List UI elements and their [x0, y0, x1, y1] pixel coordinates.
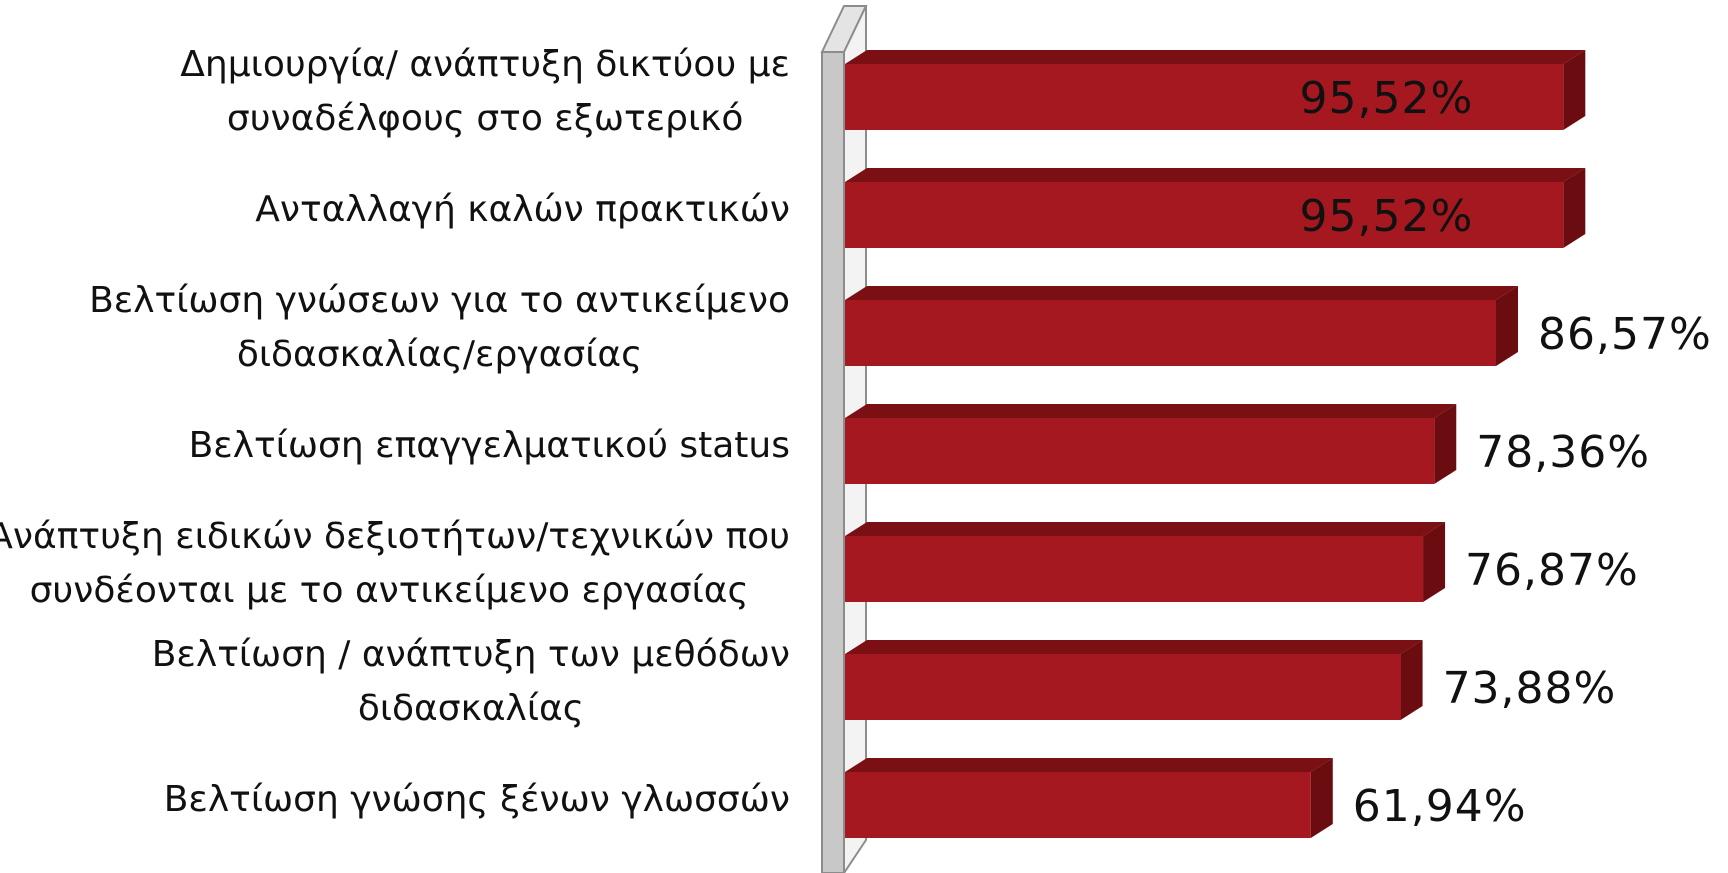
category-label: Ανταλλαγή καλών πρακτικών	[255, 189, 790, 230]
bar-top-face	[845, 404, 1457, 418]
bar-top-face	[845, 640, 1423, 654]
bar-side-face	[1563, 50, 1586, 130]
category-label-line: συναδέλφους στο εξωτερικό	[227, 98, 744, 139]
category-label: Βελτίωση επαγγελματικού status	[189, 425, 790, 466]
bar-1	[845, 50, 1586, 130]
category-label-line: Ανταλλαγή καλών πρακτικών	[255, 189, 790, 230]
bar-top-face	[845, 522, 1446, 536]
category-label: Ανάπτυξη ειδικών δεξιοτήτων/τεχνικών που…	[0, 516, 790, 611]
bar-side-face	[1434, 404, 1457, 484]
category-label-line: συνδέονται με το αντικείμενο εργασίας	[30, 570, 749, 611]
category-label: Βελτίωση γνώσης ξένων γλωσσών	[164, 779, 790, 820]
category-label-line: διδασκαλίας/εργασίας	[237, 334, 642, 375]
bar-top-face	[845, 758, 1333, 772]
bar-front-face	[845, 536, 1424, 602]
value-labels: 95,52% 95,52% 86,57% 78,36% 76,87% 73,88% 61,9…	[1300, 73, 1712, 832]
category-label-line: Βελτίωση / ανάπτυξη των μεθόδων	[152, 634, 790, 675]
value-label: 95,52%	[1300, 191, 1474, 242]
bar-side-face	[1423, 522, 1446, 602]
bar-front-face	[845, 64, 1564, 130]
bar-side-face	[1563, 168, 1586, 248]
bar-side-face	[1496, 286, 1519, 366]
category-label-line: Βελτίωση γνώσεων για το αντικείμενο	[89, 280, 790, 321]
bar-side-face	[1310, 758, 1333, 838]
value-label: 95,52%	[1300, 73, 1474, 124]
bar-5	[845, 522, 1446, 602]
value-label: 61,94%	[1353, 781, 1527, 832]
bar-front-face	[845, 772, 1311, 838]
wall-side-face	[821, 51, 845, 873]
value-label: 76,87%	[1465, 545, 1639, 596]
bar-top-face	[845, 286, 1519, 300]
bar-side-face	[1400, 640, 1423, 720]
bar-front-face	[845, 654, 1401, 720]
bar-6	[845, 640, 1423, 720]
bar-2	[845, 168, 1586, 248]
value-label: 73,88%	[1443, 663, 1617, 714]
category-label: Δημιουργία/ ανάπτυξη δικτύου με συναδέλφο…	[180, 44, 790, 139]
category-label-line: Βελτίωση επαγγελματικού status	[189, 425, 790, 466]
bar-top-face	[845, 168, 1586, 182]
category-label: Βελτίωση / ανάπτυξη των μεθόδων διδασκαλί…	[152, 634, 790, 729]
category-labels: Δημιουργία/ ανάπτυξη δικτύου με συναδέλφο…	[0, 44, 790, 820]
bar-top-face	[845, 50, 1586, 64]
value-label: 78,36%	[1476, 427, 1650, 478]
bar-front-face	[845, 300, 1497, 366]
bar-4	[845, 404, 1457, 484]
value-label: 86,57%	[1538, 309, 1712, 360]
category-label-line: διδασκαλίας	[358, 688, 584, 729]
bar-7	[845, 758, 1333, 838]
category-label-line: Βελτίωση γνώσης ξένων γλωσσών	[164, 779, 790, 820]
bar-series	[845, 50, 1586, 838]
bar-3	[845, 286, 1519, 366]
bar-front-face	[845, 182, 1564, 248]
category-label-line: Δημιουργία/ ανάπτυξη δικτύου με	[180, 44, 790, 85]
category-label-line: Ανάπτυξη ειδικών δεξιοτήτων/τεχνικών που	[0, 516, 790, 557]
category-label: Βελτίωση γνώσεων για το αντικείμενο διδασ…	[89, 280, 790, 375]
bar-front-face	[845, 418, 1435, 484]
